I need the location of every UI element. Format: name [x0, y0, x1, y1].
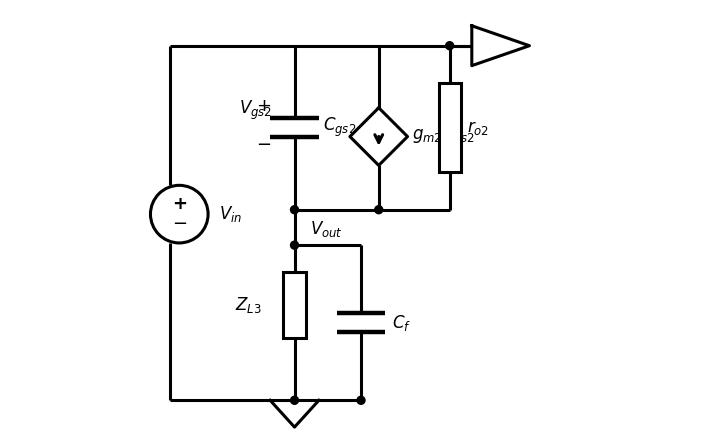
Circle shape: [290, 241, 298, 249]
Text: −: −: [256, 136, 271, 154]
Text: $V_{gs2}$: $V_{gs2}$: [239, 99, 272, 122]
Text: +: +: [256, 96, 271, 115]
Text: $g_{m2}V_{gs2}$: $g_{m2}V_{gs2}$: [412, 125, 475, 148]
Circle shape: [357, 396, 365, 404]
Circle shape: [375, 206, 383, 214]
Text: $V_{out}$: $V_{out}$: [310, 219, 343, 239]
Circle shape: [290, 206, 298, 214]
Circle shape: [290, 396, 298, 404]
Text: $V_{in}$: $V_{in}$: [219, 204, 243, 224]
Bar: [284, 272, 305, 338]
Text: $C_{gs2}$: $C_{gs2}$: [323, 116, 357, 139]
Circle shape: [445, 42, 453, 50]
Text: $C_f$: $C_f$: [392, 313, 412, 333]
Bar: [438, 83, 461, 172]
Text: $Z_{L3}$: $Z_{L3}$: [235, 295, 261, 315]
Text: +: +: [172, 195, 187, 213]
Text: −: −: [172, 215, 187, 233]
Text: $r_{o2}$: $r_{o2}$: [467, 119, 490, 137]
